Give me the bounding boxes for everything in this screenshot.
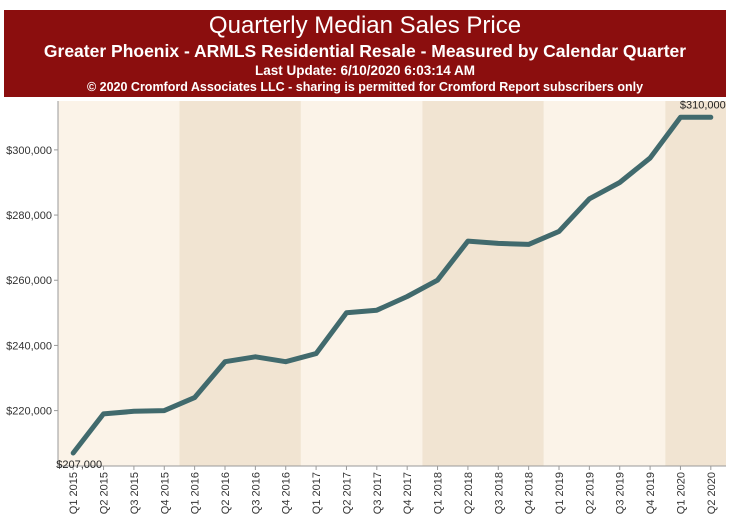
- x-tick-label: Q2 2019: [584, 472, 596, 514]
- x-tick-label: Q3 2017: [372, 472, 384, 514]
- x-tick-label: Q1 2018: [433, 472, 445, 514]
- chart-header: Quarterly Median Sales Price Greater Pho…: [4, 10, 726, 97]
- year-band: [58, 101, 180, 466]
- x-tick-label: Q3 2015: [129, 472, 141, 514]
- x-tick-label: Q3 2018: [493, 472, 505, 514]
- year-band: [543, 101, 666, 466]
- chart-subtitle: Greater Phoenix - ARMLS Residential Resa…: [43, 41, 687, 61]
- x-tick-label: Q4 2017: [402, 472, 414, 514]
- last-update-text: Last Update: 6/10/2020 6:03:14 AM: [254, 63, 476, 78]
- x-tick-label: Q2 2015: [99, 472, 111, 514]
- x-tick-label: Q1 2020: [675, 472, 687, 514]
- median-price-line: [70, 114, 714, 456]
- x-tick-label: Q3 2016: [250, 472, 262, 514]
- x-tick-label: Q2 2020: [706, 472, 718, 514]
- y-tick-label: $220,000: [6, 406, 52, 418]
- x-tick-label: Q4 2018: [524, 472, 536, 514]
- x-tick-label: Q4 2016: [281, 472, 293, 514]
- y-tick-label: $240,000: [6, 340, 52, 352]
- year-band: [422, 101, 544, 466]
- x-tick-label: Q2 2016: [220, 472, 232, 514]
- x-tick-label: Q1 2019: [554, 472, 566, 514]
- x-tick-label: Q2 2017: [341, 472, 353, 514]
- year-band: [179, 101, 301, 466]
- year-band: [300, 101, 423, 466]
- x-tick-label: Q2 2018: [463, 472, 475, 514]
- x-tick-label: Q1 2016: [190, 472, 202, 514]
- y-tick-label: $300,000: [6, 145, 52, 157]
- data-label-last: $310,000: [680, 99, 726, 111]
- data-label-first: $207,000: [56, 459, 102, 471]
- year-band: [665, 101, 726, 466]
- y-tick-label: $280,000: [6, 210, 52, 222]
- x-tick-label: Q1 2017: [311, 472, 323, 514]
- x-tick-label: Q4 2015: [159, 472, 171, 514]
- copyright-text: © 2020 Cromford Associates LLC - sharing…: [86, 80, 644, 94]
- x-tick-label: Q4 2019: [645, 472, 657, 514]
- x-tick-label: Q3 2019: [615, 472, 627, 514]
- y-tick-label: $260,000: [6, 275, 52, 287]
- chart-title: Quarterly Median Sales Price: [208, 12, 522, 39]
- x-tick-label: Q1 2015: [68, 472, 80, 514]
